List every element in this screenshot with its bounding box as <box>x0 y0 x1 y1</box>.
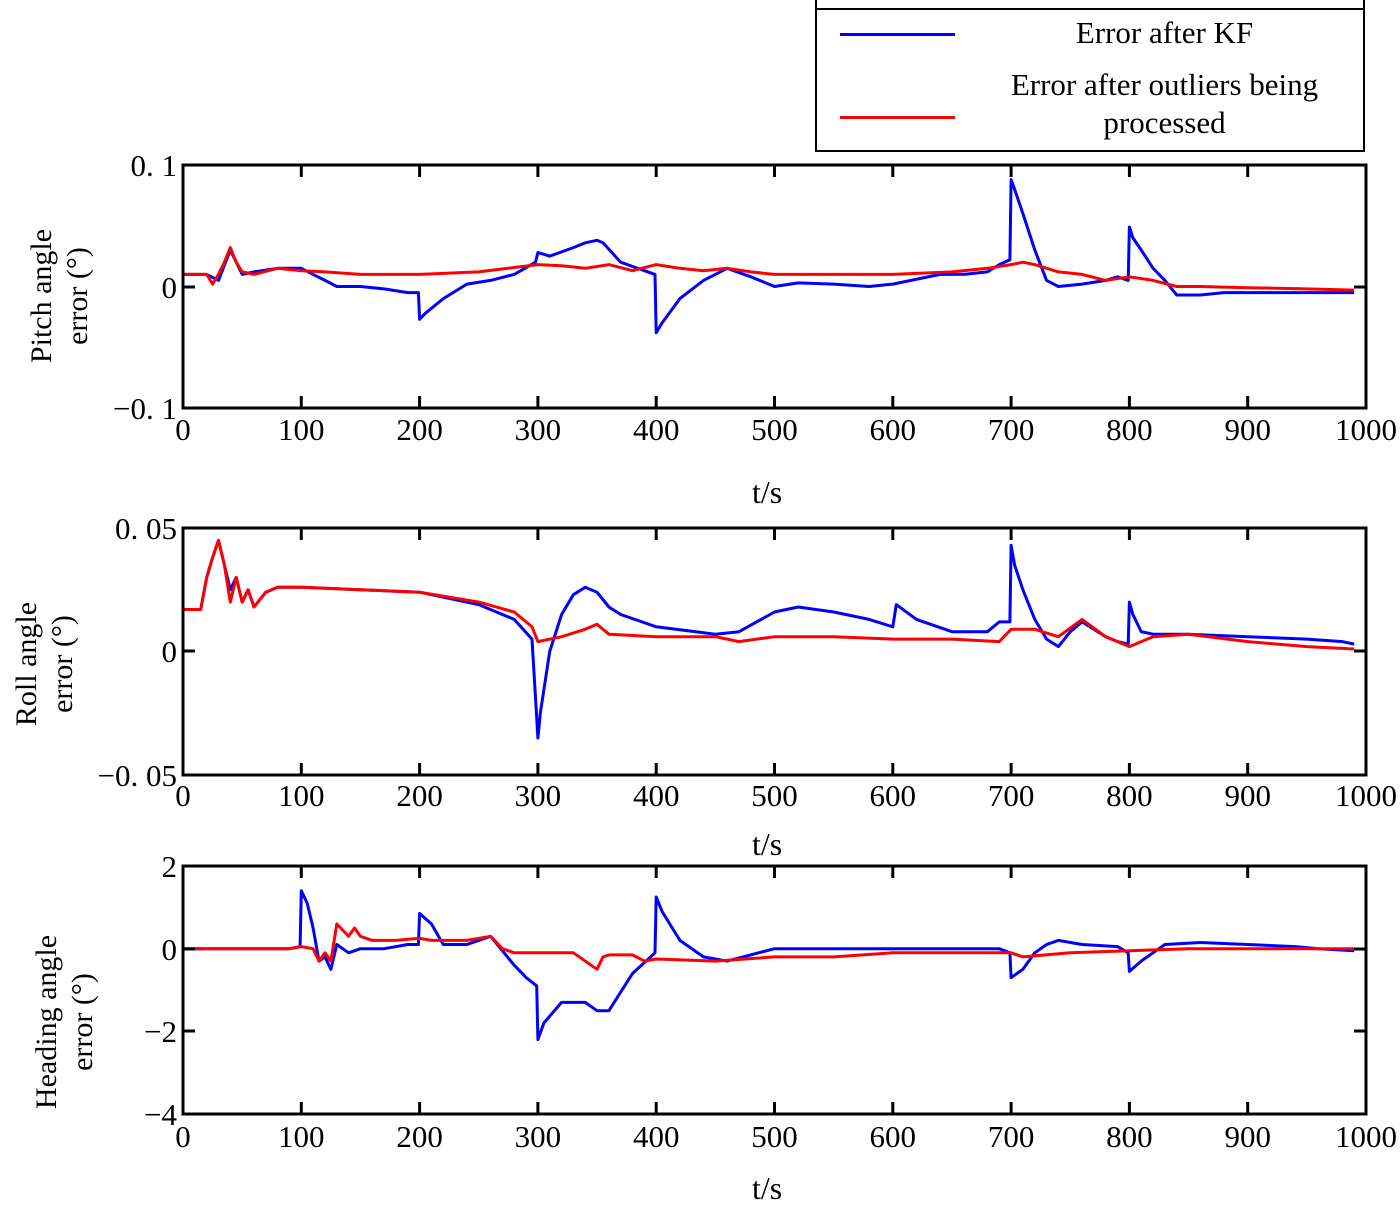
roll-y-label-line1: Roll angle <box>10 601 43 727</box>
roll-y-axis-label: Roll angle error (°) <box>9 534 81 794</box>
heading-x-axis-label: t/s <box>752 1170 783 1206</box>
legend-label-processed: Error after outliers being processed <box>1010 67 1319 140</box>
pitch-y-tick-label: 0. 1 <box>131 148 178 183</box>
heading-x-tick-label: 1000 <box>1335 1119 1397 1154</box>
pitch-x-tick-label: 300 <box>515 412 562 447</box>
roll-x-axis-label: t/s <box>752 826 783 862</box>
pitch-x-tick-label: 800 <box>1106 412 1153 447</box>
roll-axes-box <box>181 526 1368 777</box>
heading-x-tick-label: 900 <box>1224 1119 1271 1154</box>
heading-y-tick-label: 2 <box>162 849 178 884</box>
pitch-y-axis-label: Pitch angle error (°) <box>24 166 96 426</box>
roll-x-tick-label: 100 <box>278 778 325 813</box>
roll-kf-error-line <box>183 538 1355 740</box>
roll-y-label-line2: error (°) <box>46 615 79 713</box>
heading-x-tick-label: 100 <box>278 1119 325 1154</box>
red-line-swatch-icon <box>840 116 955 119</box>
heading-x-tick-label: 700 <box>988 1119 1035 1154</box>
roll-x-tick-label: 600 <box>870 778 917 813</box>
pitch-x-tick-label: 100 <box>278 412 325 447</box>
roll-processed-error-line <box>183 538 1355 651</box>
heading-axes-box <box>181 864 1368 1116</box>
heading-y-tick-label: −4 <box>144 1097 177 1132</box>
heading-kf-error-line <box>183 889 1355 1042</box>
pitch-y-label-line1: Pitch angle <box>25 228 58 364</box>
roll-x-tick-label: 900 <box>1224 778 1271 813</box>
heading-x-tick-label: 500 <box>751 1119 798 1154</box>
pitch-x-axis-label: t/s <box>752 474 783 510</box>
heading-x-tick-label: 800 <box>1106 1119 1153 1154</box>
legend-item-kf: Error after KF <box>817 14 1363 54</box>
heading-x-tick-label: 400 <box>633 1119 680 1154</box>
roll-y-tick-label: 0. 05 <box>115 511 177 546</box>
heading-y-axis-label: Heading angle error (°) <box>29 892 101 1152</box>
roll-x-tick-label: 300 <box>515 778 562 813</box>
heading-y-label-line2: error (°) <box>66 973 99 1071</box>
pitch-x-tick-label: 500 <box>751 412 798 447</box>
pitch-x-tick-label: 200 <box>396 412 443 447</box>
roll-x-tick-label: 200 <box>396 778 443 813</box>
heading-y-tick-label: −2 <box>144 1014 177 1049</box>
roll-y-tick-label: 0 <box>162 634 178 669</box>
pitch-x-tick-label: 1000 <box>1335 412 1397 447</box>
heading-x-tick-label: 600 <box>870 1119 917 1154</box>
heading-x-tick-label: 300 <box>515 1119 562 1154</box>
heading-x-tick-label: 0 <box>175 1119 191 1154</box>
heading-y-tick-label: 0 <box>162 932 178 967</box>
pitch-y-tick-label: 0 <box>162 270 178 305</box>
pitch-x-tick-label: 900 <box>1224 412 1271 447</box>
legend-top-border <box>815 8 1365 10</box>
legend-item-processed: Error after outliers being processed <box>817 64 1363 144</box>
heading-y-label-line1: Heading angle <box>30 934 63 1110</box>
roll-x-tick-label: 400 <box>633 778 680 813</box>
roll-x-tick-label: 500 <box>751 778 798 813</box>
pitch-x-tick-label: 600 <box>870 412 917 447</box>
pitch-processed-error-line <box>183 246 1355 292</box>
pitch-y-label-line2: error (°) <box>61 247 94 345</box>
roll-x-tick-label: 0 <box>175 778 191 813</box>
heading-processed-error-line <box>183 922 1355 971</box>
heading-x-tick-label: 200 <box>396 1119 443 1154</box>
legend-label-kf: Error after KF <box>1075 15 1254 50</box>
roll-x-tick-label: 800 <box>1106 778 1153 813</box>
legend: Error after KF Error after outliers bein… <box>815 0 1365 152</box>
roll-x-tick-label: 700 <box>988 778 1035 813</box>
pitch-kf-error-line <box>183 178 1355 335</box>
pitch-x-tick-label: 700 <box>988 412 1035 447</box>
pitch-y-tick-label: −0. 1 <box>113 391 177 426</box>
pitch-x-tick-label: 0 <box>175 412 191 447</box>
blue-line-swatch-icon <box>840 33 955 36</box>
pitch-x-tick-label: 400 <box>633 412 680 447</box>
heading-plot: 0 100 200 300 400 500 600 700 800 900 1000 2 0 −2 −4 <box>144 849 1397 1154</box>
roll-y-tick-label: −0. 05 <box>98 758 177 793</box>
roll-x-tick-label: 1000 <box>1335 778 1397 813</box>
